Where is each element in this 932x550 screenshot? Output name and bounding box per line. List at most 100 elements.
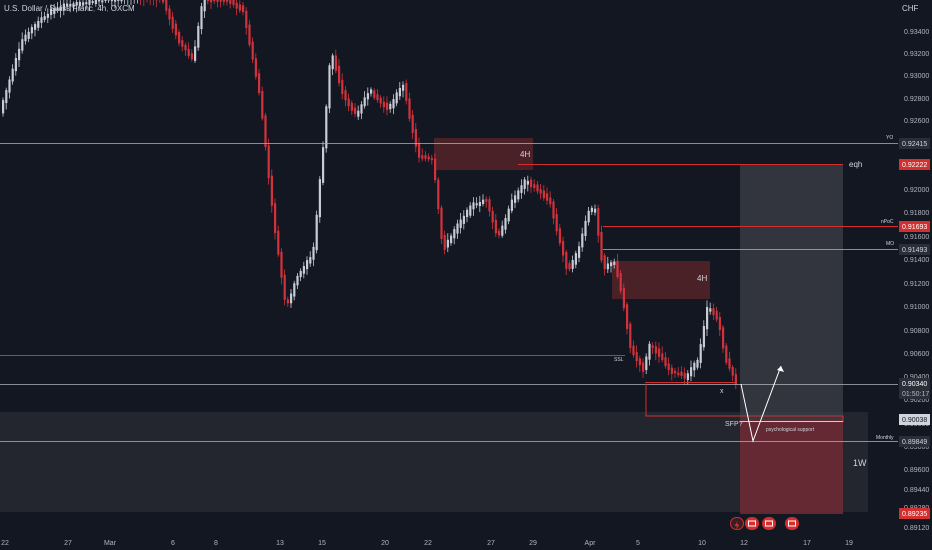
candle-body — [376, 94, 379, 101]
candle-body — [72, 3, 75, 8]
candle-body — [530, 179, 533, 188]
candle-body — [312, 246, 315, 260]
candle-body — [546, 193, 549, 201]
candle-body — [114, 0, 117, 2]
monthly-label: Monthly — [876, 435, 894, 441]
candle-body — [702, 325, 705, 348]
candle-body — [357, 110, 360, 117]
time-axis[interactable] — [0, 535, 932, 550]
candle-body — [594, 208, 597, 213]
candle-body — [466, 209, 469, 218]
time-tick-label: 17 — [803, 540, 811, 547]
event-icon-1[interactable] — [745, 517, 759, 530]
time-tick-label: 13 — [276, 540, 284, 547]
monthly-price-tag — [899, 436, 930, 447]
candle-body — [88, 0, 91, 5]
candle-body — [50, 8, 53, 15]
candle-body — [37, 20, 40, 28]
price-tick-label: 0.89600 — [904, 467, 929, 474]
candle-body — [280, 251, 283, 278]
flash-icon[interactable] — [730, 517, 744, 530]
candle-body — [75, 1, 78, 6]
time-tick-label: 27 — [64, 540, 72, 547]
candle-body — [408, 98, 411, 119]
candle-body — [418, 143, 421, 158]
current-price: 0.90340 — [902, 381, 927, 388]
price-tick-label: 0.90200 — [904, 397, 929, 404]
candle-body — [642, 362, 645, 372]
candle-body — [181, 40, 184, 47]
candle-body — [91, 1, 94, 4]
yo-price-tag — [899, 138, 930, 149]
candle-body — [456, 223, 459, 234]
event-icon-2[interactable] — [762, 517, 776, 530]
candle-body — [606, 263, 609, 270]
candle-body — [104, 0, 107, 1]
candle-body — [475, 203, 478, 206]
candle-body — [584, 220, 587, 237]
candle-body — [574, 253, 577, 265]
candle-body — [472, 202, 475, 210]
candle-body — [709, 308, 712, 312]
candle-body — [427, 156, 430, 160]
candle-body — [392, 99, 395, 109]
candle-body — [728, 358, 731, 369]
level-price: 0.90038 — [902, 417, 927, 424]
candle-body — [203, 0, 206, 12]
candle-body — [510, 199, 513, 211]
candle-body — [194, 46, 197, 61]
candle-body — [226, 0, 229, 2]
candle-body — [674, 370, 677, 374]
candle-body — [645, 356, 648, 370]
candle-body — [82, 2, 85, 6]
candle-body — [677, 372, 680, 376]
candle-body — [290, 293, 293, 304]
candle-body — [238, 4, 241, 11]
candle-body — [94, 0, 97, 5]
candle-body — [638, 358, 641, 366]
candle-body — [494, 219, 497, 234]
candle-body — [398, 87, 401, 97]
candle-body — [715, 310, 718, 320]
candle-body — [341, 79, 344, 94]
weekly-label: 1W — [853, 458, 867, 468]
candle-body — [590, 207, 593, 212]
candle-body — [600, 232, 603, 261]
candle-body — [395, 92, 398, 104]
candle-body — [21, 39, 24, 51]
candle-body — [405, 83, 408, 101]
candle-body — [635, 352, 638, 362]
weekly-zone — [0, 412, 868, 512]
price-tick-label: 0.89120 — [904, 525, 929, 532]
price-tick-label: 0.93200 — [904, 51, 929, 58]
price-tick-label: 0.90400 — [904, 374, 929, 381]
candle-body — [373, 90, 376, 98]
candle-body — [101, 0, 104, 3]
candle-body — [446, 239, 449, 248]
candle-body — [219, 0, 222, 2]
price-axis[interactable] — [898, 0, 932, 535]
event-icon-3[interactable] — [785, 517, 799, 530]
candle-body — [277, 230, 280, 255]
candle-body — [731, 367, 734, 376]
candle-body — [485, 198, 488, 202]
candle-body — [402, 84, 405, 91]
candle-body — [565, 252, 568, 269]
candle-body — [178, 31, 181, 44]
candle-body — [571, 260, 574, 269]
candle-body — [309, 257, 312, 264]
price-tick-label: 0.91600 — [904, 234, 929, 241]
candle-body — [616, 260, 619, 278]
candle-body — [686, 373, 689, 380]
candle-body — [363, 97, 366, 107]
candle-body — [174, 23, 177, 36]
monthly-price: 0.89849 — [902, 439, 927, 446]
candle-body — [520, 185, 523, 193]
price-tick-label: 0.91400 — [904, 257, 929, 264]
candle-body — [613, 261, 616, 265]
candle-body — [549, 197, 552, 205]
candle-body — [30, 27, 33, 34]
projection-path — [740, 365, 782, 443]
candle-body — [232, 0, 235, 5]
